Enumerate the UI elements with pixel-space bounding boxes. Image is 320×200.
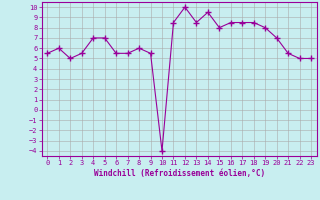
X-axis label: Windchill (Refroidissement éolien,°C): Windchill (Refroidissement éolien,°C) xyxy=(94,169,265,178)
